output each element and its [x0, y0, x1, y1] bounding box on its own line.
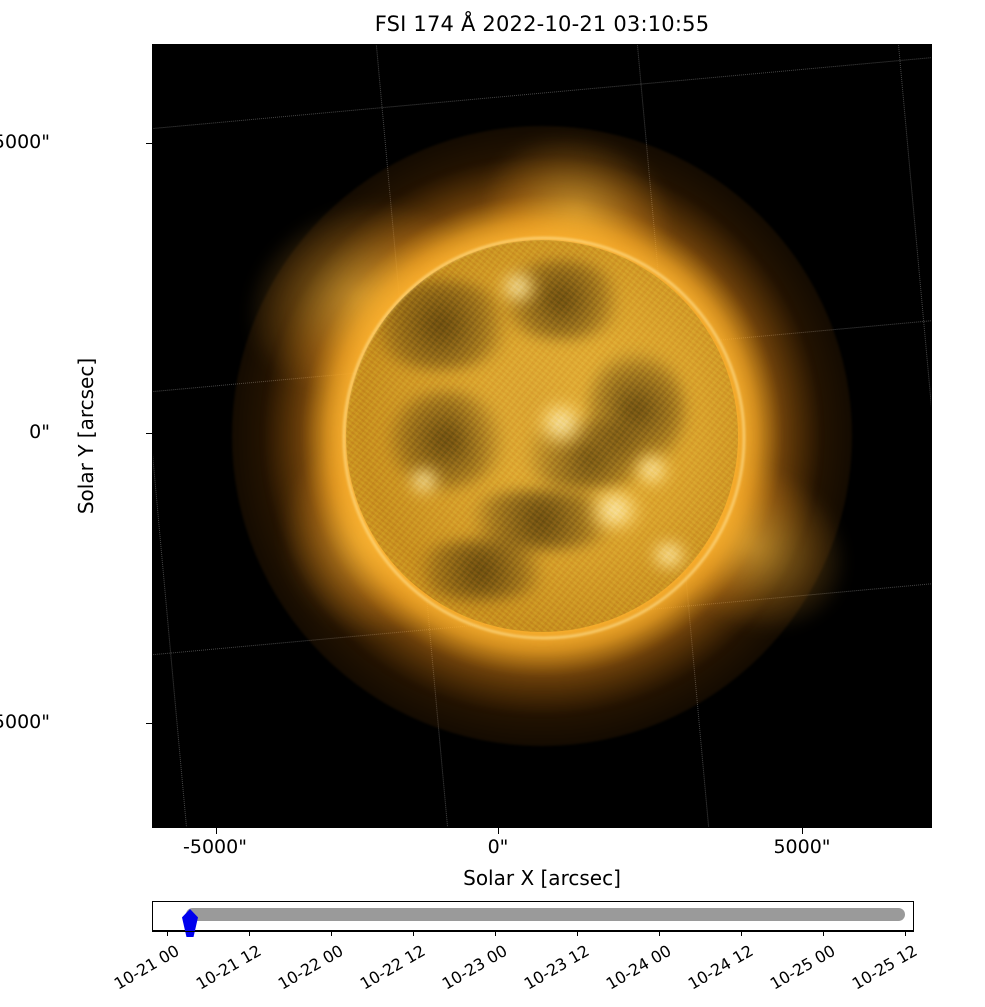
time-tick-label: 10-21 12 — [192, 941, 265, 994]
x-tick-mark — [498, 828, 499, 834]
time-tick-label: 10-23 12 — [520, 941, 593, 994]
y-tick-label: 0" — [29, 421, 50, 443]
time-tick-label: 10-21 00 — [110, 941, 183, 994]
time-slider[interactable] — [152, 901, 914, 937]
time-slider-handle[interactable] — [182, 909, 198, 937]
solar-image-canvas[interactable] — [152, 44, 932, 828]
y-tick-mark — [146, 143, 152, 144]
time-tick-mark — [167, 931, 168, 936]
y-tick-label: 5000" — [0, 131, 50, 153]
time-tick-label: 10-22 12 — [356, 941, 429, 994]
time-tick-mark — [249, 931, 250, 936]
y-tick-mark — [146, 723, 152, 724]
time-tick-mark — [577, 931, 578, 936]
time-tick-mark — [331, 931, 332, 936]
x-tick-mark — [216, 828, 217, 834]
x-axis-label: Solar X [arcsec] — [463, 866, 621, 890]
time-tick-mark — [741, 931, 742, 936]
x-tick-label: -5000" — [183, 836, 247, 858]
time-slider-track[interactable] — [186, 908, 905, 921]
sun-image — [152, 44, 932, 828]
time-tick-label: 10-22 00 — [274, 941, 347, 994]
time-tick-mark — [823, 931, 824, 936]
x-tick-label: 5000" — [773, 836, 831, 858]
time-tick-label: 10-25 00 — [766, 941, 839, 994]
time-tick-mark — [413, 931, 414, 936]
y-axis-label-holder: Solar Y [arcsec] — [10, 44, 98, 828]
time-tick-label: 10-23 00 — [438, 941, 511, 994]
solar-limb — [343, 237, 745, 639]
time-tick-label: 10-24 00 — [602, 941, 675, 994]
time-axis-line — [152, 931, 914, 932]
y-tick-mark — [146, 433, 152, 434]
time-tick-mark — [495, 931, 496, 936]
x-tick-label: 0" — [487, 836, 509, 858]
y-tick-label: -5000" — [0, 711, 50, 733]
page-title: FSI 174 Å 2022-10-21 03:10:55 — [374, 12, 710, 36]
x-tick-mark — [802, 828, 803, 834]
time-tick-label: 10-24 12 — [684, 941, 757, 994]
y-axis-label: Solar Y [arcsec] — [74, 357, 99, 515]
time-tick-label: 10-25 12 — [848, 941, 921, 994]
time-tick-mark — [905, 931, 906, 936]
time-tick-mark — [659, 931, 660, 936]
